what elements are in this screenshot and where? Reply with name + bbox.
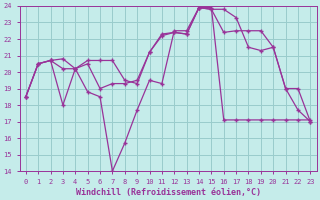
X-axis label: Windchill (Refroidissement éolien,°C): Windchill (Refroidissement éolien,°C): [76, 188, 260, 197]
